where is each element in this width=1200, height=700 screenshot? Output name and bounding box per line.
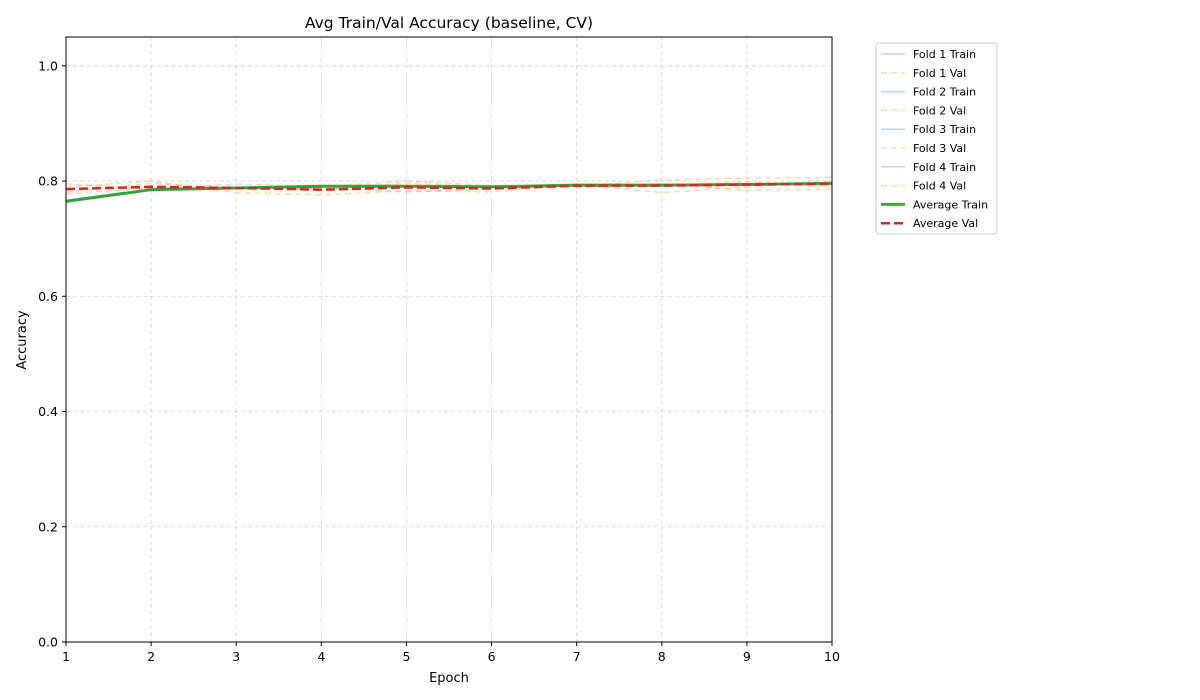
y-tick-label: 0.4 bbox=[38, 404, 58, 419]
y-tick-label: 0.6 bbox=[38, 289, 58, 304]
y-tick-label: 0.2 bbox=[38, 519, 58, 534]
y-axis-ticks: 0.0 0.2 0.4 0.6 0.8 1.0 bbox=[38, 58, 66, 650]
x-tick-label: 4 bbox=[317, 649, 325, 664]
x-tick-label: 5 bbox=[402, 649, 410, 664]
x-tick-label: 2 bbox=[147, 649, 155, 664]
series-line-fold-3-val bbox=[65, 176, 833, 190]
x-axis-ticks: 1 2 3 4 5 6 7 8 9 10 bbox=[62, 642, 840, 664]
legend-label-fold-1-train: Fold 1 Train bbox=[913, 48, 976, 61]
x-tick-label: 6 bbox=[488, 649, 496, 664]
series-line-average-val bbox=[65, 182, 833, 191]
legend-label-average-train: Average Train bbox=[913, 198, 988, 211]
legend-label-fold-3-val: Fold 3 Val bbox=[913, 142, 966, 155]
plot-frame bbox=[65, 36, 833, 643]
x-tick-label: 7 bbox=[573, 649, 581, 664]
legend-label-fold-2-val: Fold 2 Val bbox=[913, 104, 966, 117]
x-tick-label: 1 bbox=[62, 649, 70, 664]
legend-label-fold-1-val: Fold 1 Val bbox=[913, 67, 966, 80]
grid-lines bbox=[65, 37, 833, 643]
series-line-fold-4-val bbox=[65, 183, 833, 195]
legend-label-fold-2-train: Fold 2 Train bbox=[913, 86, 976, 99]
legend-box bbox=[875, 42, 998, 235]
y-axis-label: Accuracy bbox=[15, 310, 30, 370]
x-tick-label: 8 bbox=[658, 649, 666, 664]
x-tick-label: 10 bbox=[824, 649, 840, 664]
x-tick-label: 9 bbox=[743, 649, 751, 664]
x-axis-label: Epoch bbox=[429, 671, 469, 686]
legend-label-fold-4-train: Fold 4 Train bbox=[913, 161, 976, 174]
series-line-fold-2-val bbox=[65, 180, 833, 196]
x-tick-label: 3 bbox=[232, 649, 240, 664]
y-tick-label: 0.0 bbox=[38, 635, 58, 650]
legend-label-average-val: Average Val bbox=[913, 217, 978, 230]
y-tick-label: 1.0 bbox=[38, 58, 58, 73]
legend-label-fold-3-train: Fold 3 Train bbox=[913, 123, 976, 136]
legend: Fold 1 Train Fold 1 Val Fold 2 Train Fold 2… bbox=[875, 42, 998, 235]
y-tick-label: 0.8 bbox=[38, 174, 58, 189]
chart-title: Avg Train/Val Accuracy (baseline, CV) bbox=[305, 14, 593, 32]
series-lines bbox=[65, 176, 833, 204]
legend-label-fold-4-val: Fold 4 Val bbox=[913, 180, 966, 193]
